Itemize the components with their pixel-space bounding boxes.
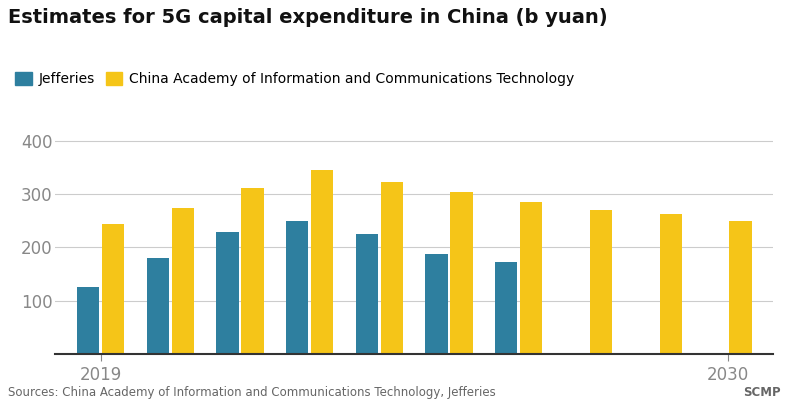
Bar (311, 170, 334, 354)
Bar (77, 287, 99, 354)
Bar (520, 202, 543, 354)
Bar (495, 263, 518, 354)
Text: SCMP: SCMP (743, 386, 781, 399)
Bar (147, 258, 169, 354)
Bar (729, 221, 752, 354)
Bar (102, 223, 124, 354)
Text: Estimates for 5G capital expenditure in China (b yuan): Estimates for 5G capital expenditure in … (8, 8, 608, 27)
Bar (381, 182, 403, 354)
Bar (660, 214, 682, 354)
Bar (451, 192, 473, 354)
Text: Sources: China Academy of Information and Communications Technology, Jefferies: Sources: China Academy of Information an… (8, 386, 495, 399)
Bar (590, 210, 612, 354)
Bar (425, 254, 447, 354)
Bar (241, 188, 264, 354)
Bar (172, 208, 194, 354)
Bar (286, 221, 308, 354)
Bar (216, 232, 238, 354)
Legend: Jefferies, China Academy of Information and Communications Technology: Jefferies, China Academy of Information … (15, 72, 574, 86)
Bar (356, 234, 378, 354)
